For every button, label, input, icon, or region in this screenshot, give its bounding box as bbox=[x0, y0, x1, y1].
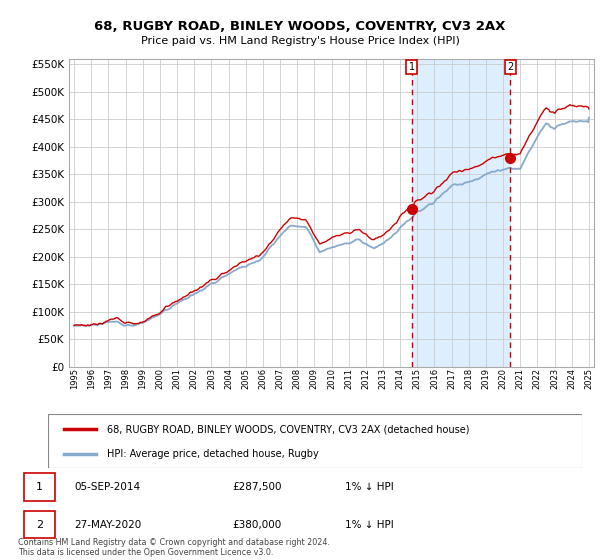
Text: Contains HM Land Registry data © Crown copyright and database right 2024.
This d: Contains HM Land Registry data © Crown c… bbox=[18, 538, 330, 557]
Text: £287,500: £287,500 bbox=[232, 482, 282, 492]
Text: 1% ↓ HPI: 1% ↓ HPI bbox=[345, 482, 394, 492]
FancyBboxPatch shape bbox=[23, 473, 55, 501]
Text: 27-MAY-2020: 27-MAY-2020 bbox=[74, 520, 142, 530]
Text: Price paid vs. HM Land Registry's House Price Index (HPI): Price paid vs. HM Land Registry's House … bbox=[140, 36, 460, 46]
Text: 05-SEP-2014: 05-SEP-2014 bbox=[74, 482, 140, 492]
Text: 2: 2 bbox=[36, 520, 43, 530]
Text: 2: 2 bbox=[507, 62, 513, 72]
Text: HPI: Average price, detached house, Rugby: HPI: Average price, detached house, Rugb… bbox=[107, 449, 319, 459]
Text: 1: 1 bbox=[36, 482, 43, 492]
Text: 68, RUGBY ROAD, BINLEY WOODS, COVENTRY, CV3 2AX (detached house): 68, RUGBY ROAD, BINLEY WOODS, COVENTRY, … bbox=[107, 424, 469, 435]
Text: £380,000: £380,000 bbox=[232, 520, 281, 530]
Text: 1: 1 bbox=[409, 62, 415, 72]
Text: 1% ↓ HPI: 1% ↓ HPI bbox=[345, 520, 394, 530]
FancyBboxPatch shape bbox=[23, 511, 55, 539]
Bar bbox=[412, 59, 510, 367]
FancyBboxPatch shape bbox=[48, 414, 582, 468]
Text: 68, RUGBY ROAD, BINLEY WOODS, COVENTRY, CV3 2AX: 68, RUGBY ROAD, BINLEY WOODS, COVENTRY, … bbox=[94, 20, 506, 32]
